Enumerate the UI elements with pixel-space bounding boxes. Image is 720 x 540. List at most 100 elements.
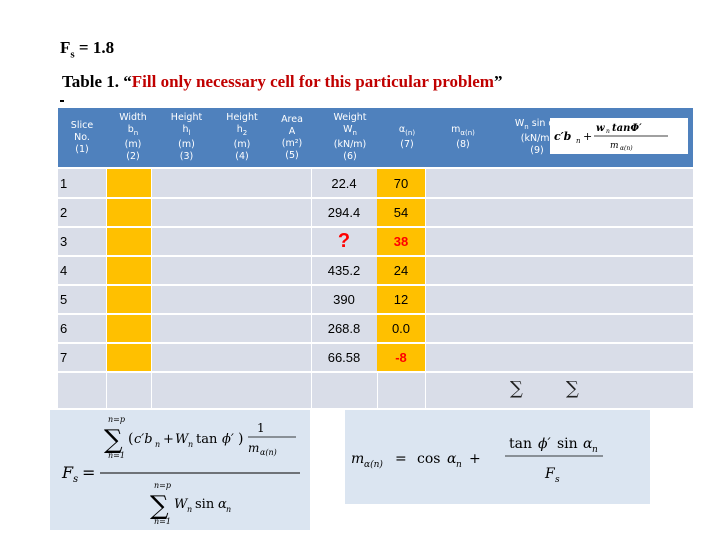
svg-text:w: w — [596, 123, 605, 134]
svg-text:): ) — [238, 431, 243, 447]
caption-prefix: Table 1. “ — [62, 72, 132, 91]
alpha-cell: 38 — [393, 234, 409, 249]
row-separator — [58, 255, 693, 257]
slice-no-cell: 5 — [60, 292, 68, 307]
row-separator — [58, 371, 693, 373]
fs-value-line: Fs = 1.8 — [60, 38, 114, 60]
svg-text:W: W — [174, 497, 189, 512]
slice-no-cell: 3 — [60, 234, 68, 249]
row-separator — [58, 342, 693, 344]
header-area: Area A (m²) (5) — [281, 113, 303, 161]
fs-formula-graphic: F s = n=p ∑ n=1 ( c′b n + W n tan ϕ′ ) 1… — [61, 415, 300, 526]
svg-text:c′b: c′b — [134, 432, 153, 447]
svg-text:s: s — [555, 475, 560, 485]
sum-symbol-col10: ∑ — [566, 378, 579, 399]
svg-text:m: m — [610, 141, 619, 151]
row-separator — [58, 226, 693, 228]
slice-no-cell: 2 — [60, 205, 68, 220]
svg-text:n=p: n=p — [154, 481, 171, 490]
svg-text:W: W — [175, 432, 190, 447]
svg-text:n: n — [606, 128, 610, 135]
caption-dash-mark — [60, 100, 64, 102]
svg-text:s: s — [73, 474, 78, 485]
svg-text:m: m — [351, 451, 364, 467]
svg-text:tan: tan — [196, 432, 218, 447]
svg-text:n: n — [456, 460, 462, 470]
alpha-cell: 12 — [393, 292, 409, 307]
svg-text:+: + — [469, 451, 481, 467]
row-separator — [58, 313, 693, 315]
svg-text:+: + — [583, 130, 592, 143]
weight-cell: 66.58 — [327, 350, 361, 365]
header-height-2: Height h2 (m) (4) — [226, 112, 258, 162]
svg-text:α(n): α(n) — [260, 448, 277, 457]
caption-suffix: ” — [493, 72, 503, 91]
svg-text:n: n — [187, 505, 192, 514]
svg-text:α(n): α(n) — [364, 459, 383, 470]
grid-line — [311, 167, 312, 408]
svg-text:α: α — [447, 451, 457, 467]
fs-subscript: s — [70, 48, 75, 61]
svg-text:c′b: c′b — [554, 130, 572, 143]
svg-text:=: = — [82, 463, 95, 482]
svg-text:n=1: n=1 — [108, 451, 125, 460]
alpha-cell: 24 — [393, 263, 409, 278]
svg-text:=: = — [395, 451, 407, 467]
svg-text:F: F — [544, 466, 556, 482]
slice-no-cell: 6 — [60, 321, 68, 336]
slice-no-cell: 7 — [60, 350, 68, 365]
svg-text:∑: ∑ — [104, 425, 123, 455]
svg-text:α: α — [218, 497, 227, 512]
svg-text:α: α — [583, 436, 593, 452]
svg-text:n: n — [155, 440, 160, 449]
svg-text:n: n — [576, 137, 581, 145]
grid-line — [106, 167, 107, 408]
row-separator — [58, 197, 693, 199]
fs-value: = 1.8 — [74, 38, 115, 57]
alpha-column-highlight — [377, 169, 425, 371]
header-weight: Weight Wn (kN/m) (6) — [333, 112, 367, 162]
weight-cell: 435.2 — [327, 263, 361, 278]
svg-text:n=1: n=1 — [154, 517, 171, 526]
alpha-cell: 70 — [393, 175, 409, 191]
svg-text:α(n): α(n) — [620, 145, 633, 152]
grid-line — [151, 167, 152, 408]
fs-symbol: F — [60, 38, 71, 57]
col10-formula-graphic: c′b n + w n tanΦ′ m α(n) — [554, 123, 668, 152]
svg-text:sin: sin — [557, 436, 578, 452]
svg-text:+: + — [163, 432, 174, 447]
svg-text:sin: sin — [195, 497, 215, 512]
svg-text:cos: cos — [417, 451, 440, 467]
weight-cell: 390 — [333, 292, 355, 307]
row-separator — [58, 167, 693, 169]
svg-text:tanΦ′: tanΦ′ — [612, 123, 642, 134]
header-m-alpha: mα(n) (8) — [451, 124, 475, 150]
weight-cell: 294.4 — [327, 205, 361, 220]
weight-cell: 22.4 — [331, 175, 357, 191]
header-height-1: Height hl (m) (3) — [170, 112, 203, 162]
svg-text:n: n — [592, 445, 598, 455]
svg-text:(: ( — [128, 431, 133, 447]
slice-no-cell: 1 — [60, 175, 68, 191]
alpha-cell: 0.0 — [391, 321, 411, 336]
svg-text:tan: tan — [509, 436, 532, 452]
fs-formula-box: F s = n=p ∑ n=1 ( c′b n + W n tan ϕ′ ) 1… — [50, 410, 310, 530]
svg-text:ϕ′: ϕ′ — [538, 436, 552, 452]
svg-text:1: 1 — [257, 421, 265, 435]
svg-text:ϕ′: ϕ′ — [222, 432, 234, 447]
alpha-cell: -8 — [395, 350, 407, 365]
slice-table: Slice No. (1) Width bn (m) (2) Height hl (m) (3)… — [58, 108, 693, 408]
weight-cell: 268.8 — [327, 321, 361, 336]
header-width: Width bn (m) (2) — [119, 112, 147, 162]
svg-text:n: n — [188, 440, 193, 449]
m-alpha-formula-box: m α(n) = cos α n + tan ϕ′ sin α n F s — [345, 410, 650, 504]
svg-text:∑: ∑ — [150, 491, 169, 521]
alpha-cell: 54 — [393, 205, 409, 220]
header-alpha: α(n) (7) — [398, 124, 416, 150]
svg-text:n: n — [226, 505, 231, 514]
weight-cell-unknown: ? — [337, 230, 351, 252]
sum-symbol-col9: ∑ — [510, 378, 523, 399]
header-formula-col10: c′b n + w n tanΦ′ m α(n) — [550, 118, 688, 154]
row-separator — [58, 284, 693, 286]
m-alpha-formula-graphic: m α(n) = cos α n + tan ϕ′ sin α n F s — [351, 436, 603, 485]
